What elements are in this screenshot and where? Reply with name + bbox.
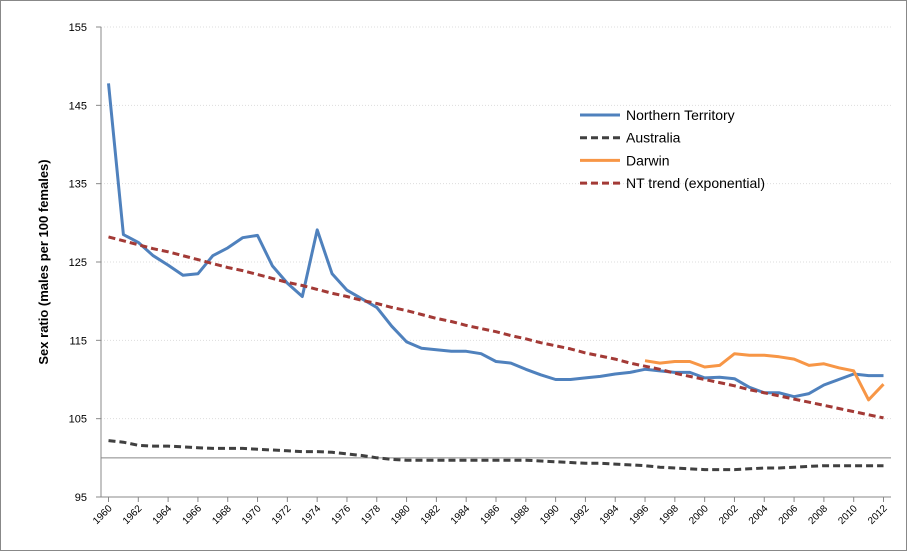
series-line (644, 352, 885, 402)
y-tick-label: 155 (69, 22, 87, 34)
y-axis-label: Sex ratio (males per 100 females) (36, 159, 51, 364)
series-line (107, 83, 884, 399)
legend-label: Darwin (626, 152, 670, 168)
y-tick-label: 115 (69, 335, 87, 347)
series-line (108, 235, 884, 420)
y-tick-label: 125 (69, 257, 87, 269)
legend-label: Australia (626, 130, 681, 146)
legend-label: Northern Territory (626, 107, 735, 123)
y-tick-label: 105 (69, 414, 87, 426)
y-tick-label: 95 (75, 492, 87, 504)
y-tick-label: 135 (69, 179, 87, 191)
legend-label: NT trend (exponential) (626, 175, 765, 191)
y-tick-label: 145 (69, 100, 87, 112)
series-line (108, 439, 884, 472)
